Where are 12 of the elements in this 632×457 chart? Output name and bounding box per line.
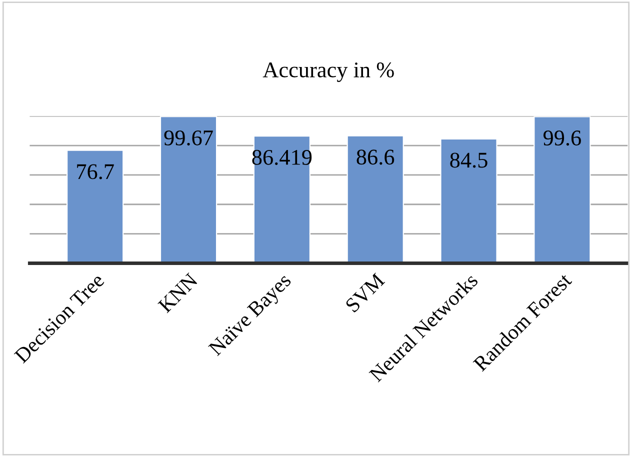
bar: [440, 138, 498, 264]
data-label: 86.6: [356, 150, 394, 165]
bar: [253, 136, 311, 264]
data-label: 99.67: [164, 130, 213, 146]
bar: [534, 116, 591, 264]
bar: [346, 135, 404, 264]
data-label: 76.7: [77, 164, 114, 180]
data-label: 84.5: [450, 152, 488, 168]
chart-title: Accuracy in %: [262, 62, 394, 82]
bar: [66, 150, 124, 264]
data-label: 99.6: [543, 130, 581, 146]
bar: [160, 116, 218, 264]
